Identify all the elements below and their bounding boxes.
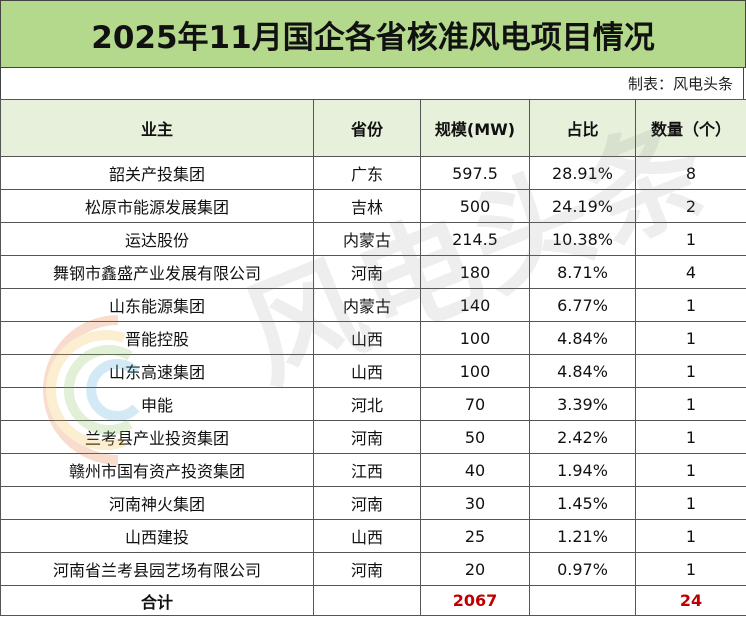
cell-scale: 30 — [420, 486, 530, 520]
cell-province: 山西 — [313, 321, 421, 355]
cell-province: 河南 — [313, 486, 421, 520]
cell-count: 1 — [635, 519, 746, 553]
cell-province: 河南 — [313, 255, 421, 289]
col-header-share: 占比 — [529, 99, 636, 157]
cell-share: 10.38% — [529, 222, 636, 256]
cell-share: 4.84% — [529, 354, 636, 388]
table-row: 晋能控股 山西 100 4.84% 1 — [0, 321, 746, 355]
cell-owner: 晋能控股 — [0, 321, 314, 355]
cell-province: 内蒙古 — [313, 288, 421, 322]
table-row: 山东高速集团 山西 100 4.84% 1 — [0, 354, 746, 388]
cell-owner: 运达股份 — [0, 222, 314, 256]
cell-scale: 597.5 — [420, 156, 530, 190]
cell-count: 1 — [635, 288, 746, 322]
cell-province: 内蒙古 — [313, 222, 421, 256]
table-row: 河南神火集团 河南 30 1.45% 1 — [0, 486, 746, 520]
cell-share: 1.45% — [529, 486, 636, 520]
total-province-empty — [313, 585, 421, 616]
cell-count: 1 — [635, 222, 746, 256]
cell-province: 河南 — [313, 420, 421, 454]
cell-share: 28.91% — [529, 156, 636, 190]
total-row: 合计 2067 24 — [0, 585, 746, 616]
table-row: 运达股份 内蒙古 214.5 10.38% 1 — [0, 222, 746, 256]
table-body: 韶关产投集团 广东 597.5 28.91% 8 松原市能源发展集团 吉林 500 24.19… — [0, 156, 746, 586]
cell-share: 1.21% — [529, 519, 636, 553]
total-label: 合计 — [0, 585, 314, 616]
data-table: 业主 省份 规模(MW) 占比 数量（个） 韶关产投集团 广东 597.5 28.91… — [0, 99, 746, 616]
cell-scale: 20 — [420, 552, 530, 586]
col-header-owner: 业主 — [0, 99, 314, 157]
table-row: 山西建投 山西 25 1.21% 1 — [0, 519, 746, 553]
cell-province: 河北 — [313, 387, 421, 421]
cell-owner: 松原市能源发展集团 — [0, 189, 314, 223]
table-row: 申能 河北 70 3.39% 1 — [0, 387, 746, 421]
table-row: 山东能源集团 内蒙古 140 6.77% 1 — [0, 288, 746, 322]
table-credit: 制表：风电头条 — [0, 67, 744, 99]
cell-scale: 25 — [420, 519, 530, 553]
cell-scale: 140 — [420, 288, 530, 322]
cell-share: 24.19% — [529, 189, 636, 223]
cell-count: 1 — [635, 387, 746, 421]
cell-owner: 山东能源集团 — [0, 288, 314, 322]
cell-share: 6.77% — [529, 288, 636, 322]
cell-scale: 50 — [420, 420, 530, 454]
cell-owner: 河南神火集团 — [0, 486, 314, 520]
cell-count: 1 — [635, 321, 746, 355]
cell-count: 8 — [635, 156, 746, 190]
cell-owner: 韶关产投集团 — [0, 156, 314, 190]
cell-owner: 山西建投 — [0, 519, 314, 553]
cell-province: 河南 — [313, 552, 421, 586]
cell-count: 1 — [635, 420, 746, 454]
cell-scale: 100 — [420, 354, 530, 388]
cell-owner: 山东高速集团 — [0, 354, 314, 388]
cell-share: 1.94% — [529, 453, 636, 487]
cell-count: 1 — [635, 552, 746, 586]
table-row: 舞钢市鑫盛产业发展有限公司 河南 180 8.71% 4 — [0, 255, 746, 289]
table-row: 赣州市国有资产投资集团 江西 40 1.94% 1 — [0, 453, 746, 487]
cell-province: 山西 — [313, 354, 421, 388]
cell-share: 3.39% — [529, 387, 636, 421]
total-count: 24 — [635, 585, 746, 616]
cell-owner: 赣州市国有资产投资集团 — [0, 453, 314, 487]
cell-scale: 100 — [420, 321, 530, 355]
cell-scale: 214.5 — [420, 222, 530, 256]
col-header-count: 数量（个） — [635, 99, 746, 157]
cell-count: 1 — [635, 486, 746, 520]
cell-share: 2.42% — [529, 420, 636, 454]
cell-share: 8.71% — [529, 255, 636, 289]
cell-province: 山西 — [313, 519, 421, 553]
table-header-row: 业主 省份 规模(MW) 占比 数量（个） — [0, 99, 746, 157]
cell-province: 江西 — [313, 453, 421, 487]
cell-count: 2 — [635, 189, 746, 223]
cell-scale: 70 — [420, 387, 530, 421]
cell-count: 1 — [635, 453, 746, 487]
col-header-province: 省份 — [313, 99, 421, 157]
cell-province: 广东 — [313, 156, 421, 190]
cell-count: 1 — [635, 354, 746, 388]
table-row: 兰考县产业投资集团 河南 50 2.42% 1 — [0, 420, 746, 454]
table-row: 韶关产投集团 广东 597.5 28.91% 8 — [0, 156, 746, 190]
cell-scale: 180 — [420, 255, 530, 289]
total-share-empty — [529, 585, 636, 616]
table-row: 河南省兰考县园艺场有限公司 河南 20 0.97% 1 — [0, 552, 746, 586]
table-row: 松原市能源发展集团 吉林 500 24.19% 2 — [0, 189, 746, 223]
cell-owner: 舞钢市鑫盛产业发展有限公司 — [0, 255, 314, 289]
cell-scale: 500 — [420, 189, 530, 223]
cell-share: 0.97% — [529, 552, 636, 586]
total-scale: 2067 — [420, 585, 530, 616]
cell-owner: 河南省兰考县园艺场有限公司 — [0, 552, 314, 586]
table-title: 2025年11月国企各省核准风电项目情况 — [0, 0, 746, 68]
cell-scale: 40 — [420, 453, 530, 487]
cell-owner: 申能 — [0, 387, 314, 421]
cell-owner: 兰考县产业投资集团 — [0, 420, 314, 454]
col-header-scale: 规模(MW) — [420, 99, 530, 157]
cell-share: 4.84% — [529, 321, 636, 355]
cell-province: 吉林 — [313, 189, 421, 223]
cell-count: 4 — [635, 255, 746, 289]
